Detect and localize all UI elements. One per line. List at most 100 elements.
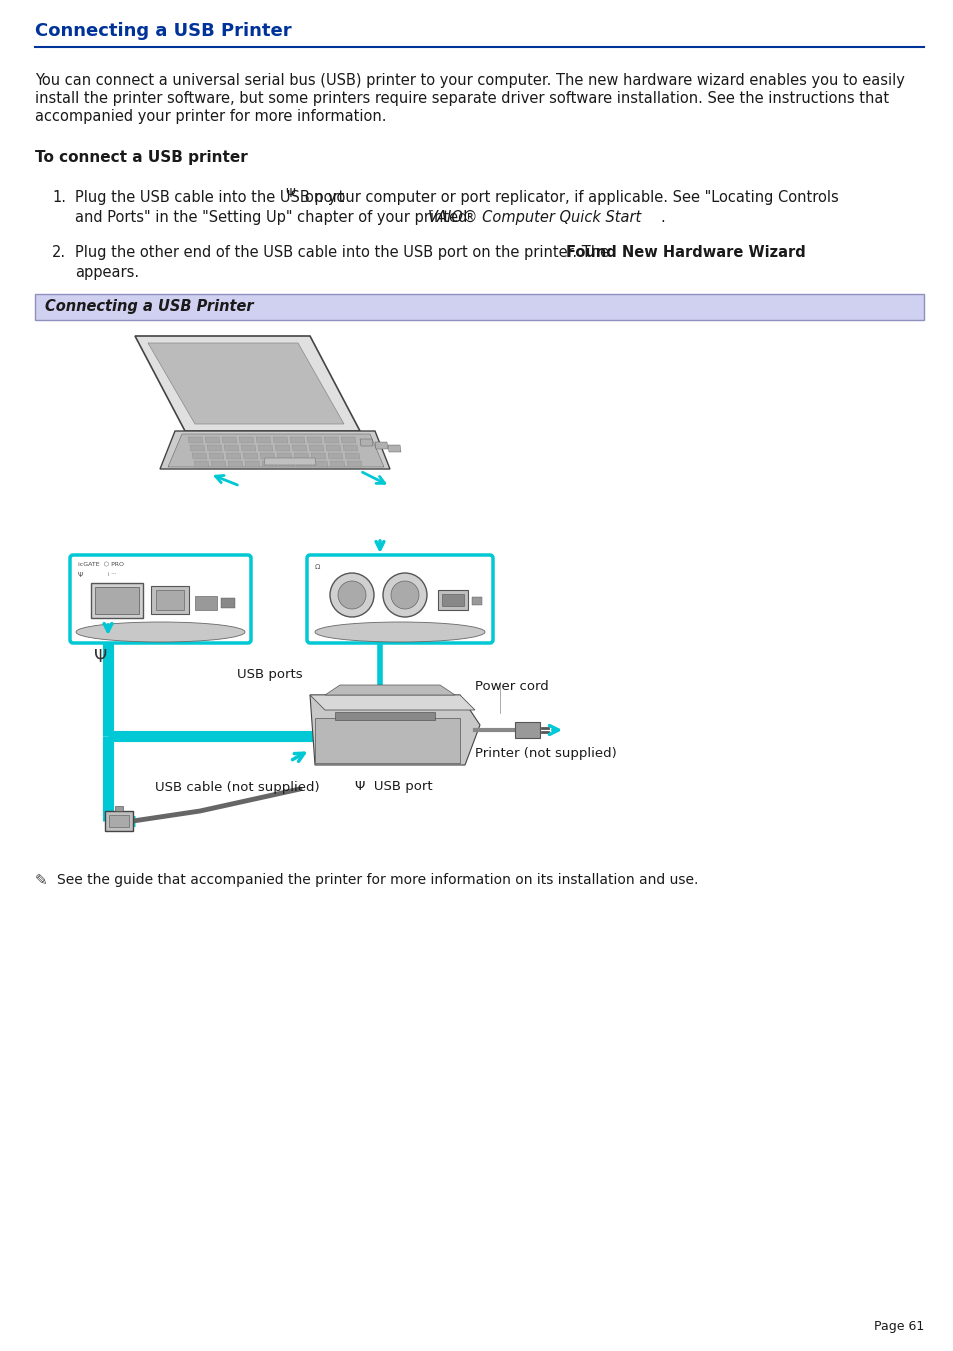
Bar [472, 597, 481, 605]
Polygon shape [310, 694, 475, 711]
Polygon shape [222, 436, 236, 443]
Text: on your computer or port replicator, if applicable. See "Locating Controls: on your computer or port replicator, if … [305, 190, 838, 205]
Polygon shape [313, 461, 328, 467]
Polygon shape [135, 336, 359, 431]
Polygon shape [243, 453, 257, 459]
Text: Ω: Ω [314, 563, 320, 570]
Polygon shape [193, 461, 209, 467]
Polygon shape [343, 444, 357, 451]
Polygon shape [241, 444, 255, 451]
Bar [335, 712, 435, 720]
Text: Ψ: Ψ [78, 571, 83, 578]
Text: install the printer software, but some printers require separate driver software: install the printer software, but some p… [35, 91, 888, 105]
Bar [91, 584, 143, 617]
Polygon shape [257, 444, 273, 451]
Polygon shape [290, 436, 305, 443]
Polygon shape [160, 431, 390, 469]
Polygon shape [205, 436, 220, 443]
Text: Ψ: Ψ [94, 648, 108, 666]
Text: Connecting a USB Printer: Connecting a USB Printer [35, 22, 292, 41]
Text: ✎: ✎ [35, 873, 48, 888]
Polygon shape [307, 436, 322, 443]
Text: and Ports" in the "Setting Up" chapter of your printed: and Ports" in the "Setting Up" chapter o… [75, 209, 472, 226]
Bar [515, 721, 539, 738]
Text: VAIO® Computer Quick Start: VAIO® Computer Quick Start [428, 209, 640, 226]
Polygon shape [188, 436, 203, 443]
Polygon shape [211, 461, 226, 467]
Polygon shape [345, 453, 359, 459]
Text: Plug the other end of the USB cable into the USB port on the printer. The: Plug the other end of the USB cable into… [75, 245, 613, 259]
Polygon shape [190, 444, 205, 451]
Polygon shape [255, 436, 271, 443]
Circle shape [330, 573, 374, 617]
Text: Plug the USB cable into the USB port: Plug the USB cable into the USB port [75, 190, 344, 205]
Polygon shape [273, 436, 288, 443]
Polygon shape [148, 343, 344, 424]
Text: USB ports: USB ports [237, 667, 302, 681]
Bar [115, 807, 123, 811]
Text: accompanied your printer for more information.: accompanied your printer for more inform… [35, 109, 386, 124]
Polygon shape [388, 444, 400, 453]
Text: Ψ  USB port: Ψ USB port [355, 780, 432, 793]
Text: .: . [659, 209, 664, 226]
Polygon shape [278, 461, 294, 467]
Text: icGATE  ⬡ PRO: icGATE ⬡ PRO [78, 562, 124, 567]
Polygon shape [294, 453, 309, 459]
Text: See the guide that accompanied the printer for more information on its installat: See the guide that accompanied the print… [57, 873, 698, 888]
Text: Connecting a USB Printer: Connecting a USB Printer [45, 300, 253, 315]
Polygon shape [310, 694, 479, 765]
Bar [437, 590, 468, 611]
Polygon shape [168, 434, 384, 467]
Circle shape [337, 581, 366, 609]
Polygon shape [330, 461, 345, 467]
Bar [105, 811, 132, 831]
Polygon shape [292, 444, 307, 451]
Bar [156, 590, 184, 611]
Polygon shape [260, 453, 274, 459]
Circle shape [382, 573, 427, 617]
Polygon shape [340, 436, 355, 443]
Bar [194, 596, 216, 611]
Polygon shape [309, 444, 324, 451]
Text: Ψ: Ψ [285, 186, 294, 200]
Text: appears.: appears. [75, 265, 139, 280]
Polygon shape [311, 453, 326, 459]
Circle shape [391, 581, 418, 609]
Polygon shape [209, 453, 224, 459]
Text: Power cord: Power cord [475, 680, 548, 693]
Polygon shape [359, 439, 373, 446]
Polygon shape [325, 685, 455, 694]
Polygon shape [262, 461, 276, 467]
Polygon shape [274, 444, 290, 451]
Bar [151, 586, 189, 613]
Polygon shape [328, 453, 343, 459]
Text: Page 61: Page 61 [873, 1320, 923, 1333]
Bar [314, 717, 459, 763]
Polygon shape [347, 461, 361, 467]
Polygon shape [239, 436, 253, 443]
Text: Printer (not supplied): Printer (not supplied) [475, 747, 616, 761]
Polygon shape [264, 458, 315, 465]
FancyBboxPatch shape [307, 555, 493, 643]
Polygon shape [326, 444, 340, 451]
Bar [35, 295, 923, 320]
Text: 2.: 2. [52, 245, 66, 259]
Text: 1.: 1. [52, 190, 66, 205]
Polygon shape [245, 461, 260, 467]
Polygon shape [192, 453, 207, 459]
Bar [441, 594, 463, 607]
Text: To connect a USB printer: To connect a USB printer [35, 150, 248, 165]
Text: Found New Hardware Wizard: Found New Hardware Wizard [565, 245, 805, 259]
Ellipse shape [76, 621, 245, 642]
Polygon shape [226, 453, 241, 459]
Polygon shape [224, 444, 239, 451]
Bar [95, 586, 139, 613]
Text: i ⋅⋅⋅: i ⋅⋅⋅ [108, 571, 116, 577]
Polygon shape [295, 461, 311, 467]
Ellipse shape [314, 621, 484, 642]
Polygon shape [276, 453, 292, 459]
Polygon shape [324, 436, 338, 443]
Polygon shape [375, 442, 388, 449]
Polygon shape [228, 461, 243, 467]
Text: You can connect a universal serial bus (USB) printer to your computer. The new h: You can connect a universal serial bus (… [35, 73, 904, 88]
